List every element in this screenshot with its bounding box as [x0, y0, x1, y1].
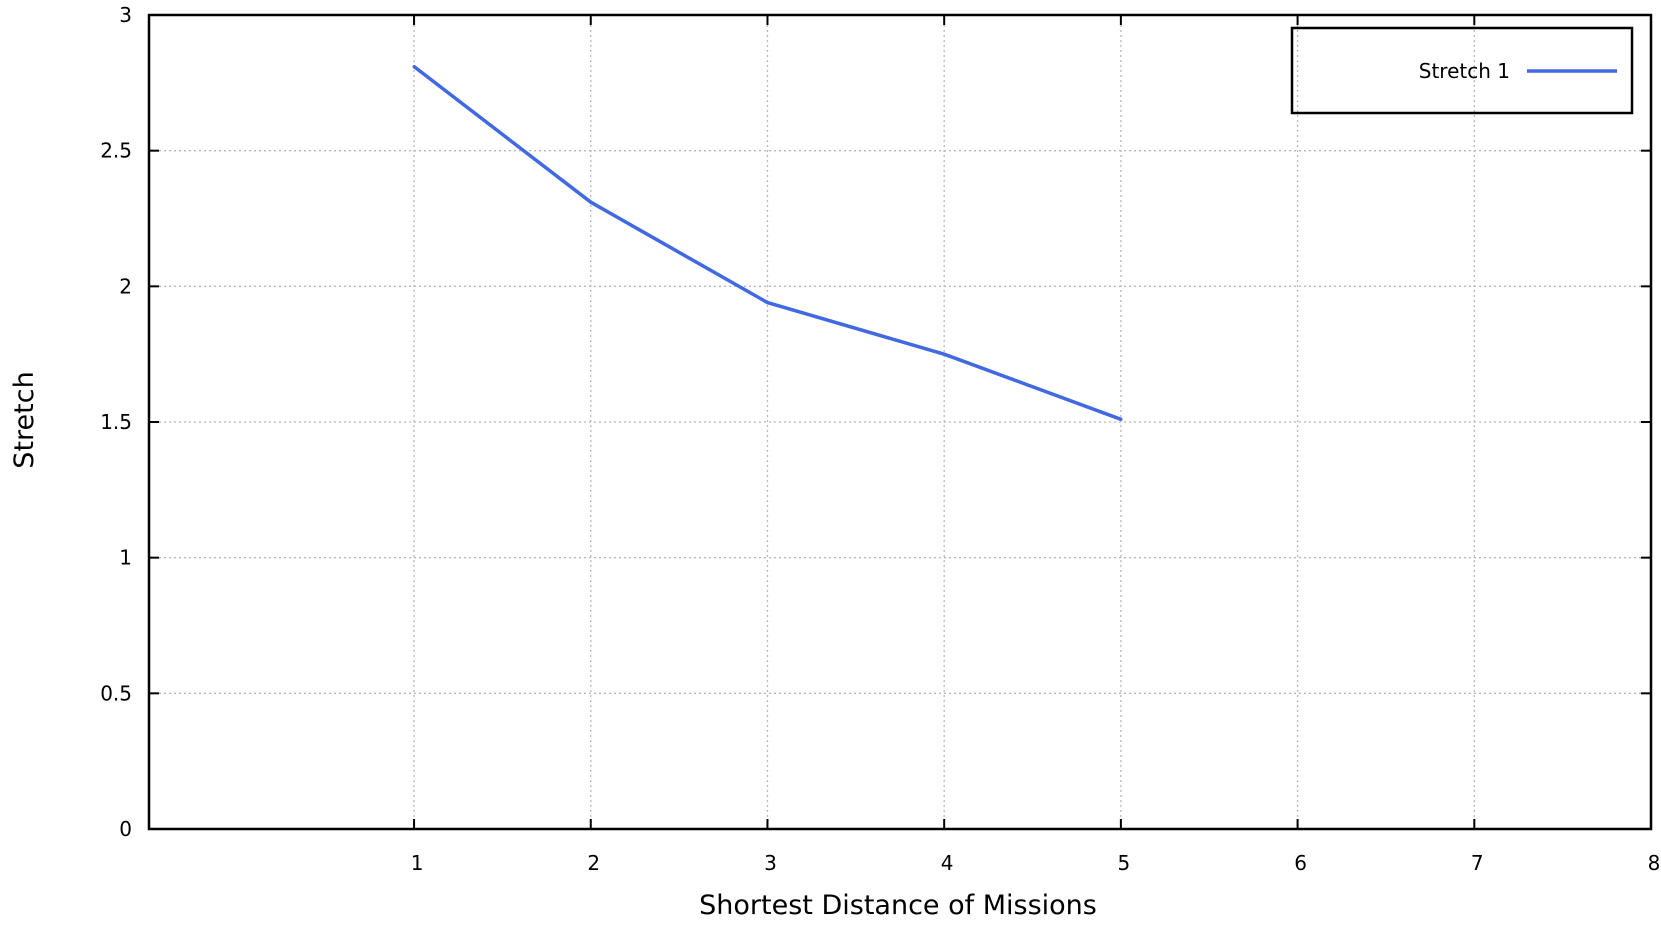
data-point [765, 301, 770, 305]
x-tick-label: 4 [941, 851, 954, 875]
y-axis-title: Stretch [9, 371, 40, 468]
x-tick-label: 6 [1294, 851, 1307, 875]
x-tick-label: 1 [411, 851, 424, 875]
x-axis-title: Shortest Distance of Missions [699, 890, 1097, 921]
grid-lines [149, 15, 1651, 829]
x-tick-label: 3 [764, 851, 777, 875]
legend: Stretch 1 [1290, 26, 1634, 115]
y-tick-labels: 0 0.5 1 1.5 2 2.5 3 [100, 3, 132, 841]
y-tick-label: 0.5 [100, 681, 132, 705]
data-point [1119, 417, 1123, 421]
series-layer [412, 64, 1123, 421]
data-point [412, 64, 416, 69]
y-tick-label: 2 [119, 274, 132, 298]
x-tick-label: 5 [1118, 851, 1131, 875]
x-tick-labels: 1 2 3 4 5 6 7 8 [411, 851, 1661, 875]
x-tick-label: 7 [1471, 851, 1484, 875]
legend-entry-stretch-1: Stretch 1 [1419, 59, 1510, 83]
y-tick-label: 3 [119, 3, 132, 27]
y-tick-label: 1 [119, 546, 132, 570]
y-tick-label: 0 [119, 817, 132, 841]
y-tick-label: 2.5 [100, 139, 132, 163]
y-tick-label: 1.5 [100, 410, 132, 434]
x-tick-label: 8 [1648, 851, 1661, 875]
data-point [942, 352, 946, 356]
data-point [589, 200, 593, 204]
x-tick-label: 2 [587, 851, 600, 875]
legend-box [1290, 26, 1634, 115]
axis-ticks [149, 14, 1652, 830]
